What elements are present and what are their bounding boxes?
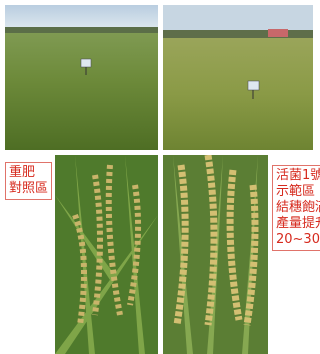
label-line: 重肥 (9, 165, 48, 181)
label-line: 結穗飽滿 (276, 200, 320, 216)
label-line: 20~30% (276, 232, 320, 248)
label-line: 示範區 (276, 184, 320, 200)
demo-label: 活菌1號 示範區 結穗飽滿 產量提升 20~30% (272, 165, 320, 251)
page: 重肥 對照區 活菌1號 示範區 結穗飽滿 產量提升 20~30% (() => … (0, 0, 316, 354)
photo-closeup-control (55, 155, 158, 354)
photo-field-control (5, 5, 158, 150)
label-line: 對照區 (9, 181, 48, 197)
control-label: 重肥 對照區 (5, 162, 52, 200)
label-line: 產量提升 (276, 216, 320, 232)
label-line: 活菌1號 (276, 168, 320, 184)
photo-field-demo (163, 5, 313, 150)
photo-closeup-demo (163, 155, 268, 354)
